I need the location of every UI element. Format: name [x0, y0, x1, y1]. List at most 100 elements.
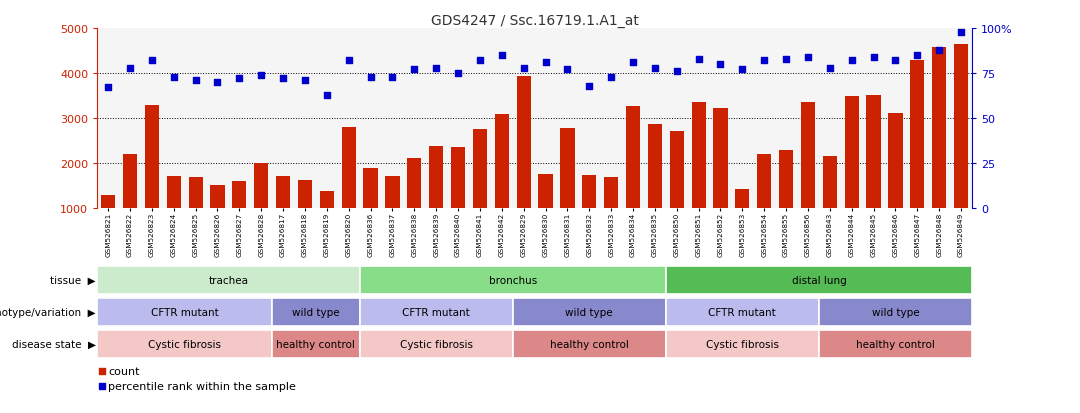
Title: GDS4247 / Ssc.16719.1.A1_at: GDS4247 / Ssc.16719.1.A1_at: [431, 14, 638, 28]
Point: [296, 78, 313, 84]
Bar: [665, 298, 819, 327]
Text: disease state  ▶: disease state ▶: [12, 339, 96, 349]
Bar: [561, 128, 575, 209]
Bar: [97, 330, 272, 358]
Text: bronchus: bronchus: [488, 275, 537, 285]
Point: [208, 79, 226, 86]
Point: [144, 58, 161, 64]
Bar: [407, 158, 421, 209]
Point: [756, 58, 773, 64]
Bar: [254, 164, 268, 209]
Point: [340, 58, 357, 64]
Text: wild type: wild type: [566, 307, 613, 317]
Point: [121, 65, 138, 72]
Text: CFTR mutant: CFTR mutant: [403, 307, 470, 317]
Text: Cystic fibrosis: Cystic fibrosis: [148, 339, 221, 349]
Bar: [823, 157, 837, 209]
Bar: [341, 128, 355, 209]
Bar: [123, 154, 137, 209]
Text: Cystic fibrosis: Cystic fibrosis: [706, 339, 779, 349]
Bar: [626, 107, 640, 209]
Point: [515, 65, 532, 72]
Bar: [145, 106, 159, 209]
Point: [449, 71, 467, 77]
Point: [712, 62, 729, 68]
Point: [799, 55, 816, 61]
Text: CFTR mutant: CFTR mutant: [151, 307, 218, 317]
Point: [690, 56, 707, 63]
Text: tissue  ▶: tissue ▶: [51, 275, 96, 285]
Point: [93, 368, 110, 375]
Bar: [451, 148, 465, 209]
Bar: [714, 109, 728, 209]
Text: healthy control: healthy control: [276, 339, 355, 349]
Bar: [360, 266, 665, 295]
Bar: [665, 330, 819, 358]
Bar: [360, 330, 513, 358]
Bar: [582, 176, 596, 209]
Text: Cystic fibrosis: Cystic fibrosis: [400, 339, 473, 349]
Point: [494, 52, 511, 59]
Point: [624, 60, 642, 66]
Bar: [819, 298, 972, 327]
Point: [821, 65, 838, 72]
Point: [428, 65, 445, 72]
Bar: [648, 125, 662, 209]
Bar: [932, 48, 946, 209]
Bar: [272, 298, 360, 327]
Point: [93, 383, 110, 389]
Point: [865, 55, 882, 61]
Bar: [298, 181, 312, 209]
Bar: [845, 97, 859, 209]
Point: [669, 69, 686, 75]
Bar: [910, 61, 924, 209]
Point: [187, 78, 204, 84]
Point: [274, 76, 292, 83]
Point: [319, 92, 336, 99]
Text: trachea: trachea: [208, 275, 248, 285]
Point: [406, 67, 423, 74]
Bar: [189, 177, 203, 209]
Bar: [539, 174, 553, 209]
Point: [362, 74, 379, 81]
Bar: [272, 330, 360, 358]
Point: [931, 47, 948, 54]
Point: [165, 74, 183, 81]
Text: wild type: wild type: [872, 307, 919, 317]
Bar: [801, 102, 815, 209]
Point: [887, 58, 904, 64]
Text: healthy control: healthy control: [550, 339, 629, 349]
Bar: [102, 195, 116, 209]
Text: count: count: [108, 366, 139, 376]
Bar: [604, 177, 618, 209]
Text: percentile rank within the sample: percentile rank within the sample: [108, 381, 296, 391]
Bar: [665, 266, 972, 295]
Bar: [691, 102, 705, 209]
Point: [471, 58, 488, 64]
Bar: [670, 131, 684, 209]
Bar: [360, 298, 513, 327]
Bar: [513, 330, 665, 358]
Point: [558, 67, 576, 74]
Bar: [954, 45, 968, 209]
Point: [581, 83, 598, 90]
Bar: [757, 155, 771, 209]
Bar: [429, 147, 443, 209]
Bar: [513, 298, 665, 327]
Point: [253, 72, 270, 79]
Point: [778, 56, 795, 63]
Point: [383, 74, 401, 81]
Bar: [211, 185, 225, 209]
Text: distal lung: distal lung: [792, 275, 847, 285]
Bar: [166, 176, 180, 209]
Bar: [779, 150, 793, 209]
Point: [843, 58, 861, 64]
Bar: [516, 76, 530, 209]
Text: CFTR mutant: CFTR mutant: [708, 307, 777, 317]
Bar: [232, 182, 246, 209]
Text: healthy control: healthy control: [856, 339, 935, 349]
Bar: [364, 168, 378, 209]
Bar: [276, 176, 291, 209]
Point: [537, 60, 554, 66]
Bar: [735, 189, 750, 209]
